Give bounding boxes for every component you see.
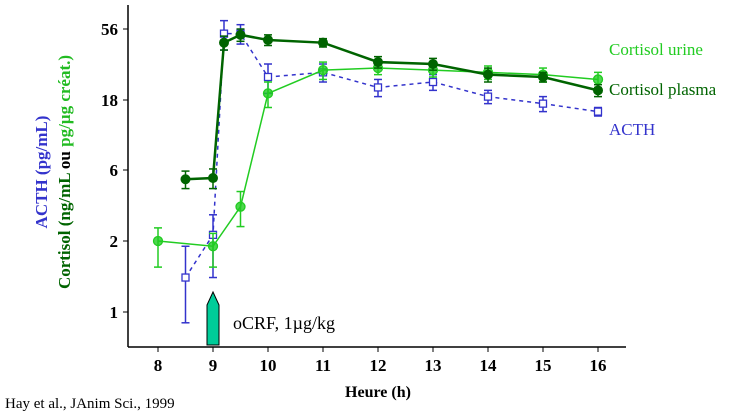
data-point [181,273,190,282]
data-point [263,34,273,45]
data-point [538,71,548,82]
data-point [235,29,246,40]
data-point [207,241,219,252]
x-tick-label: 16 [590,356,607,375]
legend-label: ACTH [609,120,655,139]
y-tick-label: 2 [110,232,119,251]
data-point [593,85,603,96]
x-ticks: 8 9 10 11 12 13 14 15 16 [154,347,607,375]
series-line [184,32,599,278]
data-point [592,74,604,85]
ocrf-arrow-icon [206,290,220,346]
y-tick-label: 56 [101,20,118,39]
data-point [593,107,603,116]
y-axis-label-acth: ACTH (pg/mL) [32,116,51,229]
y-tick-label: 1 [110,303,119,322]
data-point [317,65,329,76]
y-ticks: 1 2 6 18 56 [101,20,128,322]
x-tick-label: 14 [480,356,498,375]
series-layer [152,19,604,324]
x-tick-label: 12 [370,356,387,375]
data-point [428,77,438,87]
x-tick-label: 8 [154,356,163,375]
y-axis-label-part: ou [55,147,74,169]
series-acth [181,19,603,324]
data-point [263,72,273,82]
data-point [208,173,218,184]
x-tick-label: 9 [209,356,218,375]
x-tick-label: 10 [260,356,277,375]
x-tick-label: 13 [425,356,442,375]
x-axis-label: Heure (h) [345,384,411,401]
series-cortisol-plasma [180,28,603,190]
data-point [235,201,246,212]
x-tick-label: 15 [535,356,552,375]
data-point [180,174,191,185]
y-axis-label-part: Cortisol (ng/mL [55,169,74,289]
ocrf-arrow [206,290,220,346]
legend-label: Cortisol urine [609,40,703,59]
legend-label: Cortisol plasma [609,80,717,99]
data-point [373,83,383,92]
data-point [483,92,493,101]
y-axis-label-cortisol: Cortisol (ng/mL ou pg/µg créat.) [55,55,74,289]
data-point [262,88,274,99]
y-tick-label: 18 [101,91,118,110]
legend: Cortisol urine Cortisol plasma ACTH [609,40,717,139]
data-point [428,59,438,70]
ocrf-annotation: oCRF, 1µg/kg [233,313,335,333]
data-point [219,37,229,48]
data-point [483,69,493,80]
x-tick-label: 11 [315,356,331,375]
y-tick-label: 6 [110,161,119,180]
source-note: Hay et al., JAnim Sci., 1999 [5,396,175,412]
series-line [185,33,599,181]
y-axis-label-part: pg/µg créat.) [55,55,74,147]
data-point [152,235,164,247]
series-line [157,67,599,248]
data-point [538,99,548,108]
data-point [318,37,328,48]
data-point [373,57,383,68]
